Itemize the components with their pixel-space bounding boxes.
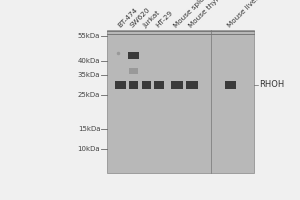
Bar [129,81,138,89]
Text: 40kDa: 40kDa [78,58,100,64]
Text: BT-474: BT-474 [116,7,139,29]
Bar [225,81,236,89]
Text: 15kDa: 15kDa [78,126,100,132]
Text: SW620: SW620 [129,6,152,29]
Text: 55kDa: 55kDa [78,33,100,39]
Bar [128,52,139,59]
Bar [142,81,151,89]
Text: 35kDa: 35kDa [78,72,100,78]
Text: Mouse liver: Mouse liver [226,0,260,29]
Text: 25kDa: 25kDa [78,92,100,98]
Text: HT-29: HT-29 [155,9,174,29]
Bar [107,30,254,173]
Text: Mouse spleen: Mouse spleen [173,0,212,29]
Text: Mouse thymus: Mouse thymus [188,0,229,29]
Text: 10kDa: 10kDa [78,146,100,152]
Text: Jurkat: Jurkat [142,9,161,29]
Text: RHOH: RHOH [260,80,285,89]
Bar [129,68,138,74]
Bar [171,81,183,89]
Bar [186,81,198,89]
Bar [154,81,164,89]
Bar [115,81,126,89]
